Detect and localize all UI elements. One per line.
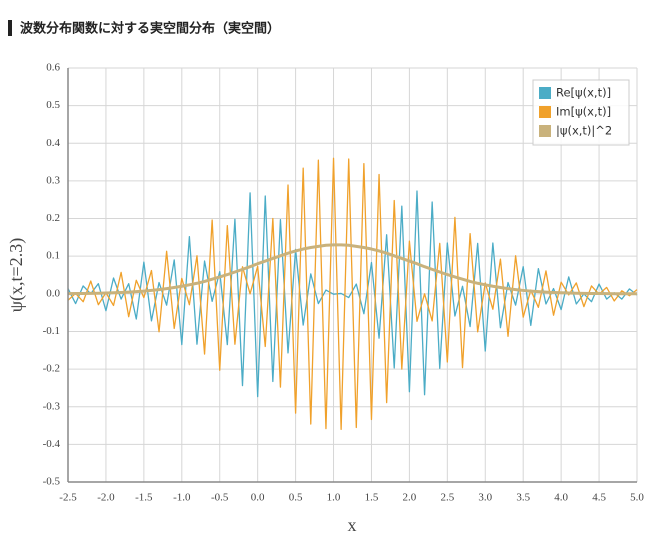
legend-swatch: [539, 125, 551, 137]
x-tick-label: -2.5: [59, 492, 77, 504]
x-tick-label: 0.0: [251, 492, 265, 504]
y-tick-label: -0.5: [43, 476, 61, 488]
x-tick-label: 2.0: [403, 492, 417, 504]
legend-label: |ψ(x,t)|^2: [556, 124, 612, 138]
y-tick-label: 0.6: [46, 62, 60, 74]
x-tick-label: 4.0: [554, 492, 568, 504]
x-tick-label: -1.5: [135, 492, 153, 504]
x-tick-label: 3.0: [478, 492, 492, 504]
x-tick-label: 1.0: [327, 492, 341, 504]
legend-swatch: [539, 106, 551, 118]
x-tick-label: 5.0: [630, 492, 644, 504]
x-axis-label: x: [348, 515, 357, 535]
chart-title: 波数分布関数に対する実空間分布（実空間）: [20, 21, 280, 37]
y-tick-label: 0.2: [46, 212, 60, 224]
x-tick-label: 3.5: [516, 492, 530, 504]
x-tick-label: -2.0: [97, 492, 115, 504]
title-bar: [8, 20, 12, 36]
y-tick-label: 0.4: [46, 137, 60, 149]
y-tick-label: -0.2: [43, 363, 60, 375]
series-line: [67, 157, 638, 430]
x-tick-label: 1.5: [365, 492, 379, 504]
series-line: [67, 243, 638, 296]
y-tick-label: 0.1: [46, 250, 60, 262]
x-tick-label: -1.0: [173, 492, 191, 504]
y-axis-label: ψ(x,t=2.3): [6, 238, 27, 312]
y-tick-label: -0.3: [43, 400, 61, 412]
legend-label: Im[ψ(x,t)]: [556, 105, 611, 119]
x-tick-label: -0.5: [211, 492, 229, 504]
x-tick-label: 2.5: [440, 492, 454, 504]
y-tick-label: 0.3: [46, 174, 60, 186]
y-tick-label: -0.1: [43, 325, 60, 337]
y-tick-label: 0.5: [46, 99, 60, 111]
x-tick-label: 0.5: [289, 492, 303, 504]
x-tick-label: 4.5: [592, 492, 606, 504]
y-tick-label: -0.4: [43, 438, 61, 450]
legend-label: Re[ψ(x,t)]: [556, 86, 611, 100]
legend-swatch: [539, 87, 551, 99]
y-tick-label: 0.0: [46, 287, 60, 299]
